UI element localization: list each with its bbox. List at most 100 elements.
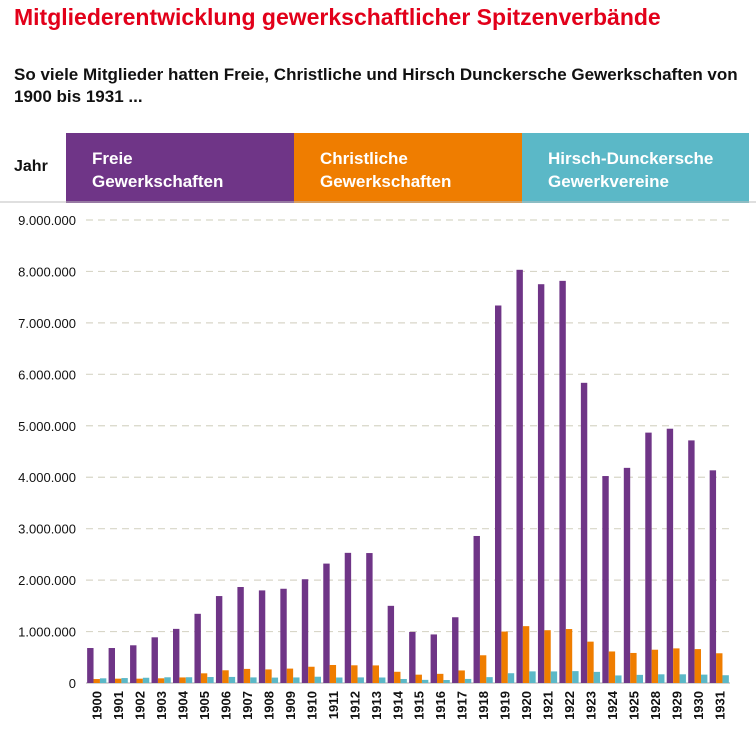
x-tick-label: 1930	[691, 691, 706, 720]
bar-christliche-1930	[694, 649, 701, 683]
bar-hirsch-1907	[250, 677, 257, 683]
x-tick-label: 1908	[261, 691, 276, 720]
y-tick-label: 4.000.000	[18, 470, 76, 485]
bar-christliche-1913	[372, 665, 379, 683]
bar-hirsch-1915	[421, 679, 429, 683]
bar-christliche-1910	[308, 666, 315, 683]
bar-christliche-1909	[286, 668, 294, 683]
bar-christliche-1922	[565, 629, 573, 683]
x-tick-label: 1910	[304, 691, 319, 720]
x-tick-label: 1916	[433, 691, 448, 720]
bar-hirsch-1923	[593, 671, 601, 683]
y-tick-label: 7.000.000	[18, 316, 76, 331]
bar-hirsch-1918	[486, 677, 493, 683]
bar-hirsch-1931	[722, 675, 729, 683]
bar-christliche-1902	[136, 678, 143, 683]
x-tick-label: 1921	[541, 691, 556, 720]
legend-item-hirsch: Hirsch-Dunckersche Gewerkvereine	[522, 133, 749, 203]
bar-freie-1907	[237, 587, 244, 683]
bar-freie-1905	[194, 613, 201, 683]
x-tick-label: 1922	[562, 691, 577, 720]
legend-item-christliche: Christliche Gewerkschaften	[294, 133, 522, 203]
x-tick-label: 1907	[240, 691, 255, 720]
bar-hirsch-1920	[529, 671, 536, 683]
x-tick-label: 1911	[326, 691, 341, 719]
x-tick-label: 1925	[626, 691, 641, 720]
x-tick-label: 1901	[111, 691, 126, 720]
bar-freie-1925	[623, 467, 631, 683]
x-tick-label: 1915	[412, 691, 427, 720]
bar-christliche-1916	[437, 673, 444, 683]
page-title: Mitgliederentwicklung gewerkschaftlicher…	[14, 4, 661, 30]
bar-hirsch-1917	[464, 678, 472, 683]
bar-hirsch-1924	[615, 675, 622, 683]
bar-hirsch-1928	[658, 674, 665, 683]
y-tick-label: 8.000.000	[18, 264, 76, 279]
bar-freie-1901	[108, 648, 115, 683]
x-tick-label: 1913	[369, 691, 384, 720]
legend-item-freie: Freie Gewerkschaften	[66, 133, 294, 203]
bar-hirsch-1910	[314, 676, 321, 683]
bar-freie-1911	[323, 563, 330, 683]
bar-freie-1918	[473, 535, 480, 683]
legend-year-label: Jahr	[14, 158, 48, 175]
bar-christliche-1918	[479, 655, 487, 683]
x-tick-label: 1900	[90, 691, 105, 720]
bar-freie-1923	[580, 382, 588, 683]
bar-hirsch-1930	[701, 674, 708, 683]
bar-christliche-1925	[630, 652, 637, 683]
x-tick-label: 1929	[669, 691, 684, 720]
x-tick-label: 1909	[283, 691, 298, 720]
x-tick-label: 1906	[219, 691, 234, 720]
x-tick-label: 1905	[197, 691, 212, 720]
bar-freie-1912	[344, 552, 352, 683]
bar-hirsch-1900	[99, 678, 107, 683]
y-tick-label: 5.000.000	[18, 419, 76, 434]
bar-hirsch-1913	[379, 677, 386, 683]
x-tick-label: 1912	[347, 691, 362, 720]
y-tick-label: 3.000.000	[18, 522, 76, 537]
bar-freie-1910	[301, 579, 309, 683]
bar-christliche-1920	[522, 626, 530, 683]
x-tick-label: 1914	[390, 690, 405, 720]
x-tick-label: 1903	[154, 691, 169, 720]
y-tick-label: 1.000.000	[18, 625, 76, 640]
bar-freie-1906	[215, 596, 223, 683]
bar-christliche-1924	[608, 651, 616, 683]
bar-freie-1915	[409, 631, 416, 683]
bar-christliche-1929	[673, 648, 680, 683]
bar-christliche-1919	[501, 631, 508, 683]
bar-christliche-1915	[415, 674, 422, 683]
bar-christliche-1931	[716, 653, 723, 683]
bar-hirsch-1922	[572, 671, 579, 683]
bar-freie-1924	[602, 476, 609, 683]
bar-freie-1913	[366, 553, 373, 683]
bar-christliche-1917	[458, 670, 465, 683]
bar-christliche-1912	[351, 665, 358, 683]
x-tick-label: 1902	[133, 691, 148, 720]
bar-freie-1903	[151, 637, 158, 683]
x-tick-label: 1920	[519, 691, 534, 720]
x-tick-label: 1924	[605, 690, 620, 720]
bar-freie-1929	[666, 428, 674, 683]
bar-hirsch-1901	[121, 678, 128, 683]
x-tick-label: 1918	[476, 691, 491, 720]
y-tick-label: 9.000.000	[18, 213, 76, 228]
bar-freie-1914	[387, 605, 395, 683]
bar-freie-1917	[452, 617, 459, 683]
x-tick-label: 1919	[498, 691, 513, 720]
bar-hirsch-1902	[142, 677, 150, 683]
bar-hirsch-1925	[636, 674, 643, 683]
bar-hirsch-1912	[357, 677, 364, 683]
x-tick-label: 1923	[583, 691, 598, 720]
bar-freie-1921	[537, 284, 545, 683]
bar-christliche-1923	[587, 641, 594, 683]
bar-hirsch-1921	[550, 671, 558, 683]
bar-freie-1904	[173, 628, 180, 683]
bar-freie-1908	[258, 590, 266, 683]
bar-christliche-1903	[157, 678, 165, 683]
bar-freie-1928	[645, 432, 652, 683]
bar-christliche-1914	[394, 671, 401, 683]
bar-freie-1920	[516, 269, 523, 683]
bar-christliche-1907	[243, 668, 251, 683]
